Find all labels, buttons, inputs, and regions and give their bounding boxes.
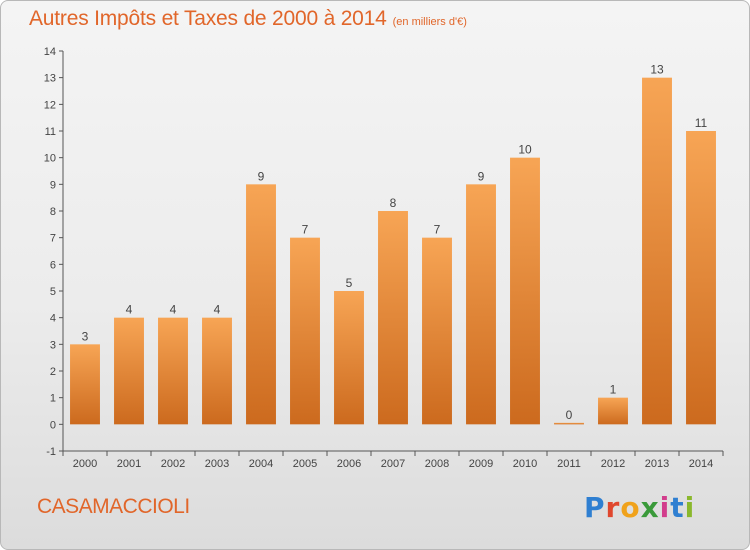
data-label: 4 [126,303,133,317]
x-tick-label: 2001 [117,458,141,470]
bar [70,344,100,425]
data-label: 10 [518,143,532,157]
y-tick-label: 12 [44,99,56,111]
bar [510,157,540,425]
data-label: 4 [214,303,221,317]
x-tick-label: 2005 [293,458,317,470]
bar [334,291,364,425]
x-tick-label: 2009 [469,458,493,470]
x-tick-label: 2010 [513,458,537,470]
y-tick-label: 14 [44,46,56,58]
data-label: 8 [390,196,397,210]
x-tick-label: 2012 [601,458,625,470]
logo-letter: P [584,491,606,524]
x-tick-label: 2002 [161,458,185,470]
logo-letter: t [670,491,685,524]
logo-letter: r [605,491,621,524]
data-label: 7 [302,223,309,237]
bar [158,317,188,425]
data-label: 7 [434,223,441,237]
chart-title: Autres Impôts et Taxes de 2000 à 2014 (en… [29,7,467,31]
data-label: 1 [610,383,617,397]
y-tick-label: 4 [50,313,56,325]
y-tick-label: 11 [45,126,56,138]
bar [378,211,408,425]
data-label: 3 [82,329,89,343]
bar [422,237,452,425]
bar [642,77,672,425]
x-tick-label: 2006 [337,458,361,470]
x-tick-label: 2011 [557,458,581,470]
bar [554,422,584,425]
data-label: 0 [566,408,573,422]
y-tick-label: 6 [50,259,56,271]
x-tick-label: 2008 [425,458,449,470]
x-tick-label: 2000 [73,458,97,470]
data-label: 9 [258,169,265,183]
logo-letter: o [620,491,641,524]
y-tick-label: 9 [50,179,56,191]
y-tick-label: 1 [50,393,56,405]
data-label: 5 [346,276,353,290]
logo-letter: i [659,491,671,524]
y-tick-label: 5 [50,286,56,298]
y-tick-label: 10 [44,153,56,165]
x-tick-label: 2003 [205,458,229,470]
data-label: 13 [650,63,664,77]
bar [598,397,628,425]
x-tick-label: 2013 [645,458,669,470]
bar [202,317,232,425]
y-tick-label: 7 [50,233,56,245]
y-tick-label: 13 [44,73,56,85]
bar [466,184,496,425]
x-tick-label: 2007 [381,458,405,470]
commune-name: CASAMACCIOLI [37,495,190,518]
y-tick-label: -1 [46,446,56,458]
y-tick-label: 0 [50,419,56,431]
y-tick-label: 2 [50,366,56,378]
bar [246,184,276,425]
chart-unit-text: (en milliers d'€) [392,16,467,28]
y-tick-label: 8 [50,206,56,218]
data-label: 4 [170,303,177,317]
chart-title-text: Autres Impôts et Taxes de 2000 à 2014 [29,7,387,30]
y-tick-label: 3 [50,339,56,351]
x-tick-label: 2004 [249,458,273,470]
bar [686,131,716,425]
bar [114,317,144,425]
proxiti-logo: Proxiti [584,491,695,524]
logo-letter: i [684,491,696,524]
data-label: 9 [478,169,485,183]
bar [290,237,320,425]
logo-letter: x [640,491,660,524]
x-tick-label: 2014 [689,458,713,470]
data-label: 11 [695,116,708,130]
